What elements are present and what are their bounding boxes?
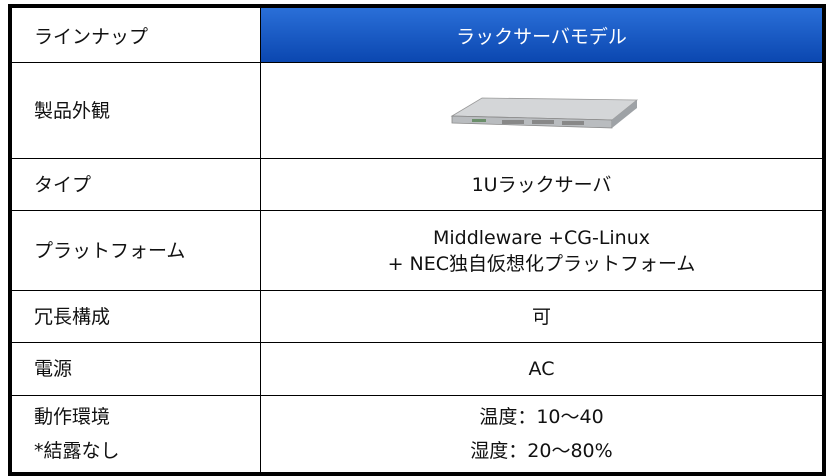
value: 温度：10〜40: [479, 405, 604, 428]
value: Middleware +CG-Linux: [432, 226, 651, 249]
value: AC: [528, 358, 555, 380]
row: 冗長構成 可: [9, 290, 825, 343]
label: プラットフォーム: [34, 239, 186, 262]
value: 可: [531, 305, 551, 328]
label-cell: 製品外観: [9, 62, 261, 159]
label-cell: プラットフォーム: [9, 210, 261, 291]
label: 動作環境: [34, 405, 111, 428]
label-cell: 動作環境 *結露なし: [9, 395, 261, 474]
spec-table: ラインナップ ラックサーバモデル 製品外観 タイプ 1Uラックサーバ プラットフ…: [8, 4, 826, 476]
label: 製品外観: [34, 99, 111, 122]
value: 湿度：20〜80%: [470, 439, 613, 462]
label: タイプ: [34, 173, 92, 196]
header-row: ラインナップ ラックサーバモデル: [9, 5, 825, 63]
row: 電源 AC: [9, 342, 825, 396]
header-cell: ラックサーバモデル: [260, 5, 825, 63]
label: 冗長構成: [34, 305, 111, 328]
row: タイプ 1Uラックサーバ: [9, 158, 825, 211]
row: プラットフォーム Middleware +CG-Linux + NEC独自仮想化…: [9, 210, 825, 291]
value-cell: AC: [260, 342, 825, 396]
value-cell: [260, 62, 825, 159]
label-cell: 冗長構成: [9, 290, 261, 343]
row: 動作環境 *結露なし 温度：10〜40 湿度：20〜80%: [9, 395, 825, 474]
value-cell: Middleware +CG-Linux + NEC独自仮想化プラットフォーム: [260, 210, 825, 291]
label: *結露なし: [34, 439, 120, 462]
row: 製品外観: [9, 62, 825, 159]
value: + NEC独自仮想化プラットフォーム: [387, 252, 696, 275]
label-cell: 電源: [9, 342, 261, 396]
value-cell: 温度：10〜40 湿度：20〜80%: [260, 395, 825, 474]
label-cell: タイプ: [9, 158, 261, 211]
header-cell: ラインナップ: [9, 5, 261, 63]
label: 電源: [34, 358, 73, 380]
value: 1Uラックサーバ: [471, 173, 612, 196]
server-image: [450, 97, 638, 129]
value-cell: 1Uラックサーバ: [260, 158, 825, 211]
value-cell: 可: [260, 290, 825, 343]
